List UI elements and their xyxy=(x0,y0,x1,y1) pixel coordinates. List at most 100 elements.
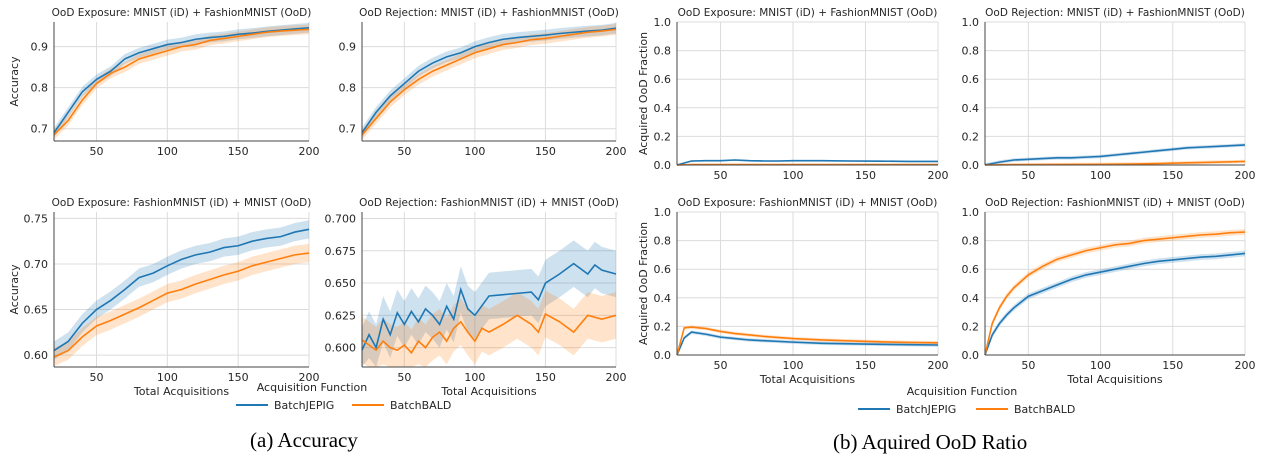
y-tick-label: 0.625 xyxy=(325,309,357,322)
y-tick-label: 0.4 xyxy=(962,102,980,115)
y-tick-label: 0.2 xyxy=(962,320,980,333)
y-tick-label: 0.2 xyxy=(654,130,672,143)
x-tick-label: 200 xyxy=(928,359,949,372)
x-tick-label: 150 xyxy=(535,371,556,384)
y-tick-label: 0.0 xyxy=(962,159,980,172)
y-tick-label: 0.6 xyxy=(962,73,980,86)
y-tick-label: 0.9 xyxy=(31,41,49,54)
x-tick-label: 100 xyxy=(157,145,178,158)
x-axis-label: Total Acquisitions xyxy=(133,385,229,398)
y-tick-label: 0.700 xyxy=(325,212,357,225)
y-tick-label: 0.6 xyxy=(962,263,980,276)
y-tick-label: 0.4 xyxy=(962,292,980,305)
confidence-band-batchbald xyxy=(362,24,616,141)
series-line-batchjepig xyxy=(984,144,1246,166)
y-tick-label: 0.9 xyxy=(339,41,357,54)
x-tick-label: 50 xyxy=(714,169,728,182)
y-axis-label: Accuracy xyxy=(8,56,21,107)
x-tick-label: 50 xyxy=(397,145,411,158)
series-line-batchbald xyxy=(361,312,617,355)
legend-ood-ratio: Acquisition Function BatchJEPIG BatchBAL… xyxy=(858,385,1075,416)
chart-title: OoD Rejection: FashionMNIST (iD) + MNIST… xyxy=(985,197,1245,209)
caption-ood-ratio: (b) Aquired OoD Ratio xyxy=(833,430,1028,454)
y-axis-label: Acquired OoD Fraction xyxy=(637,222,650,345)
chart-panel-8: 50 100 150 200 0.0 0.2 0.4 0.6 0.8 1.0 OoD Rejecti… xyxy=(962,197,1256,386)
y-tick-label: 0.6 xyxy=(654,73,672,86)
chart-panel-2: 50 100 150 200 0.7 0.8 0.9 OoD Rejection: MNIST… xyxy=(339,7,627,158)
series-line-batchjepig xyxy=(361,27,617,134)
y-tick-label: 0.65 xyxy=(24,304,49,317)
y-tick-label: 0.8 xyxy=(339,82,357,95)
x-tick-label: 200 xyxy=(299,145,320,158)
y-tick-label: 1.0 xyxy=(962,206,980,219)
chart-title: OoD Exposure: FashionMNIST (iD) + MNIST … xyxy=(678,197,938,209)
chart-title: OoD Rejection: MNIST (iD) + FashionMNIST… xyxy=(359,7,619,19)
y-tick-label: 0.60 xyxy=(24,349,49,362)
y-tick-label: 0.70 xyxy=(24,258,49,271)
confidence-band-batchbald xyxy=(677,325,938,355)
chart-title: OoD Exposure: MNIST (iD) + FashionMNIST … xyxy=(678,7,938,19)
series-line-batchbald xyxy=(53,252,310,358)
x-tick-label: 150 xyxy=(1162,169,1183,182)
x-tick-label: 200 xyxy=(1235,359,1256,372)
x-tick-label: 100 xyxy=(1090,359,1111,372)
y-tick-label: 0.0 xyxy=(654,159,672,172)
x-tick-label: 200 xyxy=(928,169,949,182)
x-tick-label: 200 xyxy=(606,145,627,158)
y-tick-label: 0.650 xyxy=(325,277,357,290)
confidence-band-batchjepig xyxy=(985,250,1245,355)
legend-title: Acquisition Function xyxy=(257,381,368,394)
y-tick-label: 0.2 xyxy=(654,320,672,333)
x-tick-label: 100 xyxy=(464,371,485,384)
y-tick-label: 0.0 xyxy=(962,349,980,362)
x-axis-label: Total Acquisitions xyxy=(1066,373,1162,386)
chart-panel-1: 50 100 150 200 0.7 0.8 0.9 OoD Exposure: MNIST … xyxy=(8,7,320,158)
y-tick-label: 1.0 xyxy=(962,16,980,29)
y-tick-label: 0.4 xyxy=(654,292,672,305)
chart-title: OoD Rejection: MNIST (iD) + FashionMNIST… xyxy=(985,7,1245,19)
y-tick-label: 0.8 xyxy=(962,235,980,248)
x-tick-label: 200 xyxy=(606,371,627,384)
y-tick-label: 0.8 xyxy=(654,235,672,248)
chart-panel-3: 50 100 150 200 0.0 0.2 0.4 0.6 0.8 1.0 OoD Exposur… xyxy=(637,7,949,182)
confidence-band-batchjepig xyxy=(362,240,616,367)
series-line-batchbald xyxy=(361,28,617,136)
y-tick-label: 1.0 xyxy=(654,16,672,29)
y-tick-label: 0.6 xyxy=(654,263,672,276)
y-tick-label: 0.7 xyxy=(31,123,49,136)
legend-label-batchjepig: BatchJEPIG xyxy=(896,403,956,416)
legend-title: Acquisition Function xyxy=(907,385,1018,398)
confidence-band-batchjepig xyxy=(54,22,309,138)
chart-title: OoD Exposure: FashionMNIST (iD) + MNIST … xyxy=(52,197,312,209)
x-tick-label: 150 xyxy=(1162,359,1183,372)
y-tick-label: 0.4 xyxy=(654,102,672,115)
chart-panel-6: 50 100 150 200 0.600 0.625 0.650 0.675 0.700OoD … xyxy=(325,197,627,398)
series-line-batchjepig xyxy=(361,262,617,351)
x-tick-label: 50 xyxy=(714,359,728,372)
series-line-batchjepig xyxy=(676,331,939,356)
x-tick-label: 150 xyxy=(228,371,249,384)
confidence-band-batchbald xyxy=(54,243,309,367)
series-line-batchjepig xyxy=(53,228,310,352)
x-tick-label: 100 xyxy=(157,371,178,384)
panels-group: 50 100 150 200 0.7 0.8 0.9 OoD Exposure: MNIST … xyxy=(8,7,1256,398)
x-tick-label: 200 xyxy=(1235,169,1256,182)
x-axis-label: Total Acquisitions xyxy=(440,385,536,398)
confidence-band-batchjepig xyxy=(362,22,616,139)
x-tick-label: 50 xyxy=(90,145,104,158)
x-tick-label: 150 xyxy=(535,145,556,158)
y-tick-label: 0.7 xyxy=(339,123,357,136)
x-tick-label: 50 xyxy=(1021,359,1035,372)
x-tick-label: 100 xyxy=(1090,169,1111,182)
chart-panel-7: 50 100 150 200 0.0 0.2 0.4 0.6 0.8 1.0 OoD Exposur… xyxy=(637,197,949,386)
x-tick-label: 50 xyxy=(397,371,411,384)
x-tick-label: 50 xyxy=(1021,169,1035,182)
series-line-batchbald xyxy=(53,28,310,136)
confidence-band-batchbald xyxy=(54,24,309,140)
y-tick-label: 0.0 xyxy=(654,349,672,362)
y-tick-label: 0.8 xyxy=(31,82,49,95)
x-tick-label: 150 xyxy=(228,145,249,158)
confidence-band-batchbald xyxy=(985,229,1245,355)
